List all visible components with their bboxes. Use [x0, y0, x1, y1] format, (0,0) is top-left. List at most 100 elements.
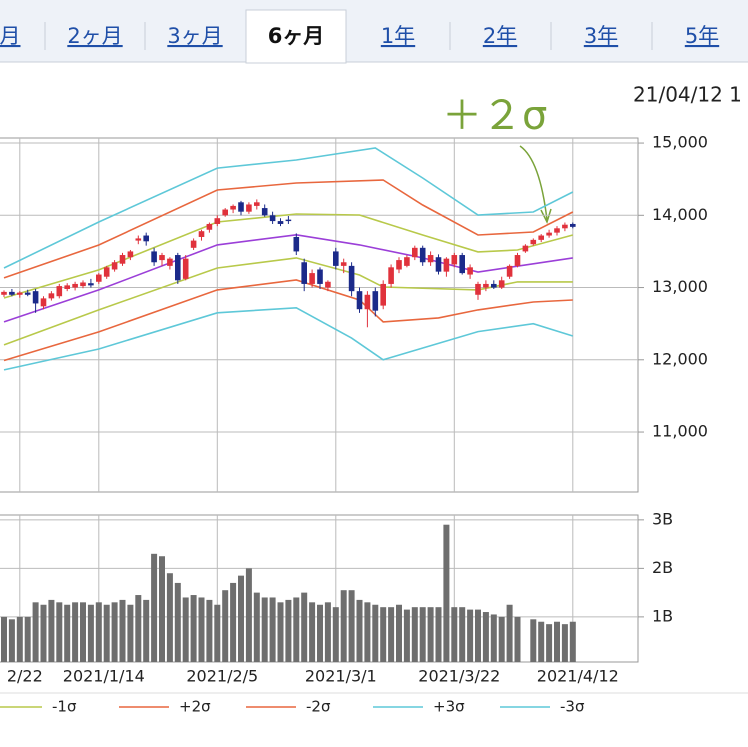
candle-body — [56, 286, 63, 297]
volume-bar — [40, 604, 47, 662]
candle-body — [9, 291, 15, 295]
candle-body — [380, 283, 386, 306]
volume-bar — [159, 556, 165, 662]
candle-body — [546, 232, 552, 236]
candle-body — [151, 251, 157, 263]
candle-body — [230, 205, 236, 210]
tab[interactable]: 3ヶ月 — [167, 24, 222, 48]
tab[interactable]: 3年 — [584, 24, 618, 48]
volume-bar — [380, 607, 387, 662]
candle-body — [111, 262, 118, 270]
volume-bar — [24, 616, 31, 662]
volume-bar — [166, 573, 173, 662]
candle-body — [427, 255, 434, 263]
candle-body — [475, 283, 481, 295]
volume-bar — [48, 599, 55, 662]
candle-body — [80, 282, 86, 287]
volume-bar — [356, 599, 363, 662]
tab[interactable]: 6ヶ月 — [268, 24, 325, 48]
volume-bar — [324, 602, 331, 662]
annotation-arrow — [519, 145, 548, 221]
tab[interactable]: 5年 — [685, 24, 719, 48]
volume-bar — [253, 592, 260, 662]
volume-bar — [482, 612, 489, 662]
candle-body — [143, 235, 149, 242]
volume-bar — [514, 616, 521, 662]
volume-bar — [435, 607, 442, 662]
volume-bar — [340, 590, 347, 662]
volume-bar — [95, 602, 102, 662]
candle-body — [498, 280, 505, 288]
y-tick-label: 3B — [652, 509, 673, 528]
candle-body — [530, 239, 537, 245]
candle-body — [88, 283, 94, 286]
volume-bar — [388, 607, 395, 662]
candle-body — [159, 255, 165, 261]
x-tick-label: 2/22 — [7, 667, 43, 686]
band-line — [3, 213, 574, 299]
volume-bar — [372, 604, 379, 662]
band-line — [3, 279, 573, 362]
candle-body — [103, 267, 110, 277]
candle-body — [483, 283, 489, 288]
y-tick-label: 2B — [652, 558, 673, 577]
y-tick-label: 13,000 — [652, 277, 708, 296]
band-line — [3, 306, 574, 371]
candle-body — [317, 269, 323, 284]
volume-bar — [72, 602, 79, 662]
volume-bar — [16, 616, 23, 662]
tab-bar — [0, 0, 748, 62]
candle-body — [127, 251, 134, 258]
tab[interactable]: 2年 — [483, 24, 517, 48]
candle-body — [182, 258, 189, 279]
candle-body — [285, 219, 292, 222]
legend-label: +2σ — [179, 698, 211, 716]
volume-bar — [293, 597, 300, 662]
x-tick-label: 2021/3/22 — [418, 667, 500, 686]
candle-body — [419, 247, 426, 263]
tab[interactable]: 1年 — [381, 24, 415, 48]
volume-bar — [151, 553, 158, 662]
volume-bar — [332, 607, 339, 662]
volume-bar — [285, 599, 292, 662]
band-line — [3, 179, 574, 279]
y-tick-label: 14,000 — [652, 205, 708, 224]
volume-bar — [56, 602, 63, 662]
candle-body — [72, 283, 78, 288]
candle-body — [135, 238, 142, 241]
candle-body — [277, 221, 284, 224]
volume-bar — [32, 602, 39, 662]
tab[interactable]: 2ヶ月 — [67, 24, 122, 48]
volume-bar — [411, 607, 418, 662]
volume-bar — [111, 602, 118, 662]
candle-body — [246, 204, 252, 212]
volume-bar — [119, 599, 126, 662]
y-tick-label: 11,000 — [652, 422, 708, 441]
candle-body — [96, 274, 102, 282]
y-tick-label: 15,000 — [652, 133, 708, 152]
y-tick-label: 1B — [652, 606, 673, 625]
volume-bar — [174, 582, 181, 662]
volume-bar — [396, 604, 402, 662]
candle-body — [254, 202, 260, 206]
volume-bar — [269, 597, 276, 662]
volume-bar — [206, 599, 213, 662]
tab[interactable]: 月 — [0, 24, 21, 48]
candle-body — [348, 265, 355, 292]
volume-bar — [214, 604, 221, 662]
volume-bar — [490, 614, 497, 662]
candle-body — [293, 236, 300, 252]
candle-body — [175, 255, 181, 281]
legend-label: -2σ — [306, 698, 331, 716]
candle-body — [238, 202, 244, 212]
volume-bar — [569, 621, 576, 662]
volume-bar — [103, 604, 110, 662]
volume-bar — [277, 602, 284, 662]
volume-bar — [467, 609, 474, 662]
candle-body — [562, 224, 568, 229]
plot-frame — [0, 137, 639, 493]
candle-body — [506, 265, 513, 277]
candle-body — [40, 298, 47, 307]
candle-body — [309, 273, 315, 284]
